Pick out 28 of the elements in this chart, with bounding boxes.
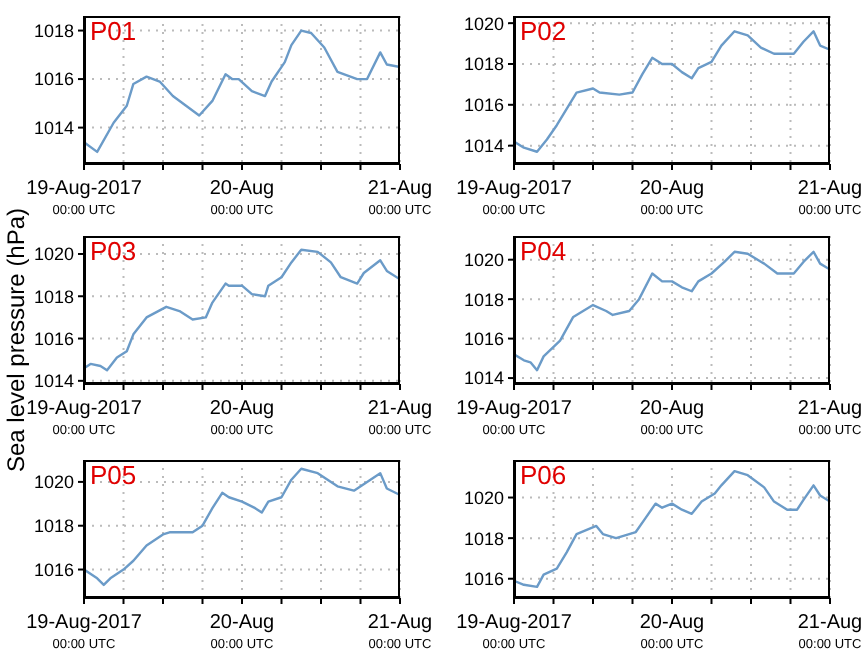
y-tick-label: 1016 [33,69,74,90]
y-tick-label: 1018 [463,528,504,549]
y-tick-label: 1018 [33,516,74,537]
chart-title: P01 [90,16,137,46]
y-tick-label: 1014 [463,136,504,157]
y-tick-label: 1016 [463,329,504,349]
chart-title: P03 [90,236,137,266]
y-axis-title: Sea level pressure (hPa) [2,207,30,473]
y-tick-label: 1014 [33,118,74,138]
y-tick-label: 1018 [33,286,74,307]
y-tick-label: 1014 [33,371,74,392]
chart-title: P06 [520,460,567,490]
chart-title: P05 [90,460,137,490]
chart-title: P04 [520,236,567,266]
y-tick-label: 1020 [463,487,504,508]
y-tick-label: 1016 [463,569,504,590]
chart-title: P02 [520,16,567,46]
y-tick-label: 1020 [33,472,74,493]
y-tick-label: 1018 [463,54,504,75]
y-tick-label: 1020 [463,13,504,34]
y-tick-label: 1020 [463,250,504,271]
y-tick-label: 1020 [33,244,74,265]
y-tick-label: 1014 [463,368,504,389]
y-tick-label: 1016 [463,95,504,116]
y-tick-label: 1016 [33,559,74,580]
y-tick-label: 1018 [33,20,74,41]
y-tick-label: 1016 [33,328,74,349]
y-tick-label: 1018 [463,289,504,310]
